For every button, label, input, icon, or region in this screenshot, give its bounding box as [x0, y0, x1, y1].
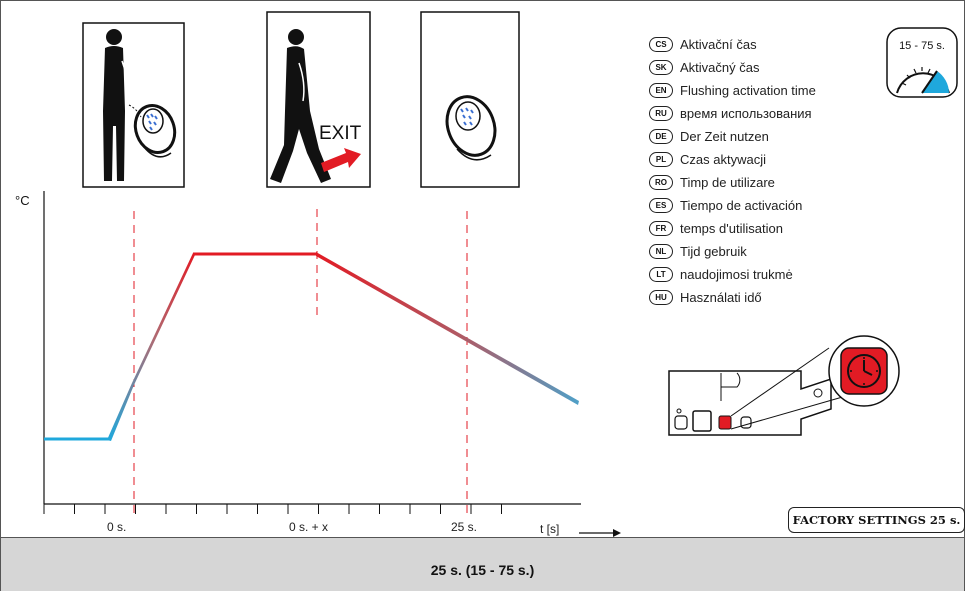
legend-row: EN Flushing activation time	[649, 79, 816, 101]
factory-settings-badge: FACTORY SETTINGS 25 s.	[788, 507, 965, 533]
legend-row: SK Aktivačný čas	[649, 56, 759, 78]
tick-label-25s: 25 s.	[451, 520, 477, 534]
legend-text: Használati idő	[680, 289, 762, 305]
tick-label-0s-plus-x: 0 s. + x	[289, 520, 328, 534]
x-axis-unit: t [s]	[540, 522, 559, 536]
legend-text: naudojimosi trukmė	[680, 266, 793, 282]
footer-band: 25 s. (15 - 75 s.)	[1, 537, 964, 591]
language-code-badge: RO	[649, 174, 673, 190]
panel-urinal-flush	[420, 11, 520, 188]
temperature-curve	[44, 252, 579, 441]
arrow-long-right-icon	[579, 529, 621, 537]
language-code-badge: PL	[649, 151, 673, 167]
legend-row: DE Der Zeit nutzen	[649, 125, 769, 147]
legend-row: ES Tiempo de activación	[649, 194, 802, 216]
timer-setting-button	[718, 415, 732, 430]
legend-row: CS Aktivační čas	[649, 33, 757, 55]
legend-text: Tijd gebruik	[680, 243, 747, 259]
language-code-badge: ES	[649, 197, 673, 213]
language-code-badge: DE	[649, 128, 673, 144]
clock-icon	[847, 354, 881, 388]
legend-text: Timp de utilizare	[680, 174, 775, 190]
language-code-badge: LT	[649, 266, 673, 282]
language-code-badge: NL	[649, 243, 673, 259]
urinal-icon	[128, 104, 177, 158]
person-standing-icon	[103, 29, 132, 181]
legend-row: HU Használati idő	[649, 286, 762, 308]
legend-text: Tiempo de activación	[680, 197, 803, 213]
person-walking-icon	[270, 29, 331, 183]
legend-text: Czas aktywacji	[680, 151, 766, 167]
x-axis-ticks	[43, 504, 502, 514]
time-markers	[133, 209, 468, 516]
language-code-badge: EN	[649, 82, 673, 98]
factory-settings-text: FACTORY SETTINGS 25 s.	[792, 513, 961, 527]
legend-text: Aktivačný čas	[680, 59, 760, 75]
legend-text: Der Zeit nutzen	[680, 128, 769, 144]
language-code-badge: FR	[649, 220, 673, 236]
arrow-right-icon	[321, 148, 361, 172]
footer-summary: 25 s. (15 - 75 s.)	[430, 562, 535, 578]
timer-dial-icon: 15 - 75 s.	[886, 27, 958, 98]
legend-row: RU время использования	[649, 102, 812, 124]
legend-text: время использования	[680, 105, 812, 121]
diagram-svg: EXIT °C	[15, 11, 958, 537]
legend-text: temps d'utilisation	[680, 220, 783, 236]
legend-row: RO Timp de utilizare	[649, 171, 775, 193]
legend-row: FR temps d'utilisation	[649, 217, 783, 239]
legend-row: LT naudojimosi trukmė	[649, 263, 793, 285]
curve-rise	[107, 253, 195, 441]
urinal-flush-icon	[445, 95, 497, 161]
tick-label-0s: 0 s.	[107, 520, 126, 534]
y-axis-unit: °C	[15, 193, 30, 208]
control-unit-device	[668, 335, 900, 436]
language-code-badge: HU	[649, 289, 673, 305]
language-code-badge: SK	[649, 59, 673, 75]
exit-label: EXIT	[319, 123, 362, 144]
legend-text: Flushing activation time	[680, 82, 816, 98]
curve-fall	[316, 252, 579, 405]
legend-text: Aktivační čas	[680, 36, 757, 52]
language-code-badge: CS	[649, 36, 673, 52]
legend-row: NL Tijd gebruik	[649, 240, 747, 262]
panel-user-exit: EXIT	[266, 11, 371, 188]
panel-user-standing	[82, 22, 185, 188]
legend-row: PL Czas aktywacji	[649, 148, 766, 170]
language-code-badge: RU	[649, 105, 673, 121]
timer-range-label: 15 - 75 s.	[899, 40, 945, 52]
